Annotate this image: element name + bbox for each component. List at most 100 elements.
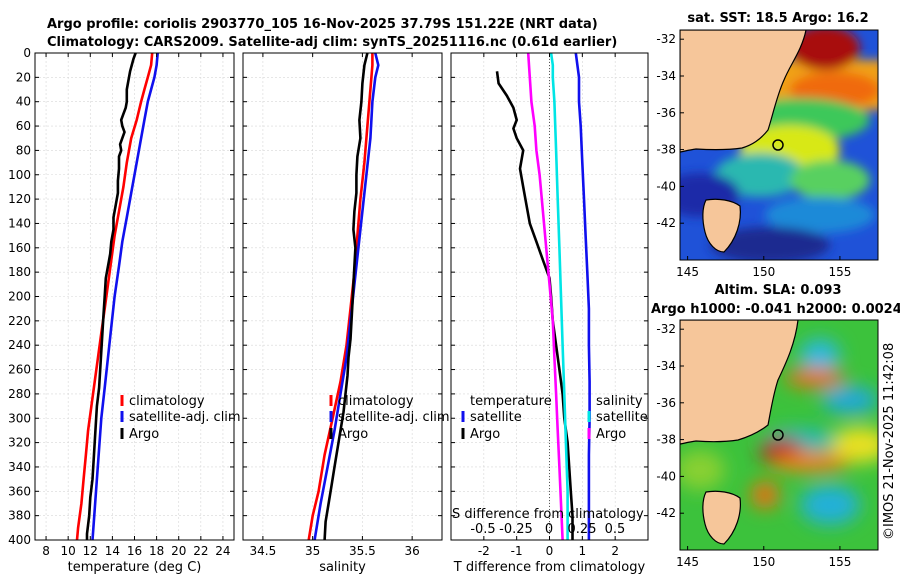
x-axis-label: T difference from climatology <box>453 560 646 575</box>
salinity-legend: climatology satellite-adj. clim Argo <box>329 394 450 442</box>
x-tick-label: 10 <box>61 544 76 558</box>
sla-mainland <box>680 320 799 445</box>
map-y-tick-label: -32 <box>656 322 676 336</box>
map-x-tick-label: 155 <box>828 555 851 569</box>
legend-s-satellite-label: satellite <box>596 410 648 425</box>
y-tick-label: 120 <box>8 192 31 206</box>
sla-yellow-2 <box>680 450 725 490</box>
y-tick-label: 220 <box>8 314 31 328</box>
sst-map-ticks: 145 150 155 -32 -34 -36 -38 -40 -42 <box>656 32 851 279</box>
s-tick: 0.25 <box>568 522 597 537</box>
series-s-satellite <box>549 52 569 540</box>
y-tick-label: 180 <box>8 265 31 279</box>
sla-low-1 <box>800 339 840 371</box>
sla-yellow-1 <box>830 427 878 463</box>
sst-green-patch <box>790 160 870 200</box>
y-tick-label: 300 <box>8 411 31 425</box>
series-satellite-adj-clim <box>313 52 380 541</box>
x-tick-label: 2 <box>611 544 619 558</box>
x-tick-label: 22 <box>193 544 208 558</box>
y-tick-label: 400 <box>8 533 31 547</box>
difference-legend: temperature satellite Argo salinity sate… <box>461 394 648 442</box>
y-tick-label: 160 <box>8 241 31 255</box>
legend-climatology-label: climatology <box>338 394 414 409</box>
x-axis-label: temperature (deg C) <box>68 560 202 575</box>
sla-tasmania <box>702 490 741 545</box>
s-tick: 0.5 <box>605 522 626 537</box>
map-x-tick-label: 145 <box>676 265 699 279</box>
x-tick-label: 16 <box>127 544 142 558</box>
x-tick-label: 35.5 <box>349 544 376 558</box>
series-climatology <box>75 52 154 541</box>
legend-temperature-title: temperature <box>470 394 552 409</box>
map-x-tick-label: 145 <box>676 555 699 569</box>
x-tick-label: 1 <box>579 544 587 558</box>
sst-map-frame <box>679 29 879 261</box>
sla-map <box>680 320 878 550</box>
x-axis-label: salinity <box>319 560 366 575</box>
y-tick-label: 280 <box>8 387 31 401</box>
sla-low-2 <box>822 386 878 414</box>
map-y-tick-label: -34 <box>656 69 676 83</box>
legend-argo-label: Argo <box>338 427 368 442</box>
sst-map <box>680 30 878 260</box>
series-s-argo <box>526 52 564 541</box>
map-y-tick-label: -38 <box>656 433 676 447</box>
legend-t-argo-label: Argo <box>470 427 500 442</box>
s-difference-ticks: -0.5 -0.25 0 0.25 0.5 <box>470 522 625 537</box>
y-tick-label: 80 <box>16 143 31 157</box>
s-tick: -0.25 <box>499 522 533 537</box>
x-tick-label: 18 <box>149 544 164 558</box>
x-tick-label: 35 <box>305 544 320 558</box>
legend-salinity-title: salinity <box>596 394 643 409</box>
map-x-tick-label: 150 <box>752 265 775 279</box>
y-tick-label: 260 <box>8 363 31 377</box>
x-tick-label: 34.5 <box>250 544 277 558</box>
y-tick-label: 100 <box>8 168 31 182</box>
y-tick-label: 40 <box>16 95 31 109</box>
y-tick-label: 340 <box>8 460 31 474</box>
sla-high-3 <box>751 481 779 509</box>
map-y-tick-label: -42 <box>656 506 676 520</box>
temperature-legend: climatology satellite-adj. clim Argo <box>120 394 241 442</box>
x-tick-label: 24 <box>215 544 230 558</box>
title-line-2: Climatology: CARS2009. Satellite-adj cli… <box>47 35 617 50</box>
y-tick-label: 140 <box>8 216 31 230</box>
x-tick-label: 20 <box>171 544 186 558</box>
legend-satellite-label: satellite-adj. clim <box>129 410 241 425</box>
sla-high-1 <box>785 368 845 388</box>
title-line-1: Argo profile: coriolis 2903770_105 16-No… <box>47 17 598 32</box>
y-tick-label: 200 <box>8 290 31 304</box>
legend-t-satellite-label: satellite <box>470 410 522 425</box>
sla-map-title-1: Altim. SLA: 0.093 <box>715 283 842 298</box>
s-difference-axis-label: S difference from climatology <box>452 507 644 522</box>
series-argo <box>323 52 369 541</box>
legend-climatology-label: climatology <box>129 394 205 409</box>
sst-map-title: sat. SST: 18.5 Argo: 16.2 <box>687 11 868 26</box>
sla-argo-marker <box>772 429 784 441</box>
map-y-tick-label: -36 <box>656 396 676 410</box>
map-y-tick-label: -38 <box>656 143 676 157</box>
sla-map-title-2: Argo h1000: -0.041 h2000: 0.0024 <box>651 302 900 317</box>
y-tick-label: 60 <box>16 119 31 133</box>
y-tick-label: 320 <box>8 436 31 450</box>
map-x-tick-label: 155 <box>828 265 851 279</box>
map-y-tick-label: -36 <box>656 106 676 120</box>
x-tick-label: 12 <box>83 544 98 558</box>
sla-high-2 <box>770 452 850 472</box>
x-tick-label: -1 <box>511 544 523 558</box>
y-tick-label: 360 <box>8 484 31 498</box>
legend-argo-label: Argo <box>129 427 159 442</box>
map-y-tick-label: -34 <box>656 359 676 373</box>
salinity-panel: 34.5 35 35.5 36 salinity <box>242 52 443 575</box>
sst-mainland <box>680 30 807 153</box>
y-tick-label: 240 <box>8 338 31 352</box>
temperature-panel: 8 10 12 14 16 18 20 22 2402040608010012014016018… <box>8 46 235 575</box>
sst-cyan-patch <box>715 153 805 197</box>
map-y-tick-label: -32 <box>656 32 676 46</box>
y-tick-label: 20 <box>16 70 31 84</box>
sst-cold-south <box>710 227 830 260</box>
s-tick: 0 <box>545 522 553 537</box>
map-y-tick-label: -40 <box>656 469 676 483</box>
